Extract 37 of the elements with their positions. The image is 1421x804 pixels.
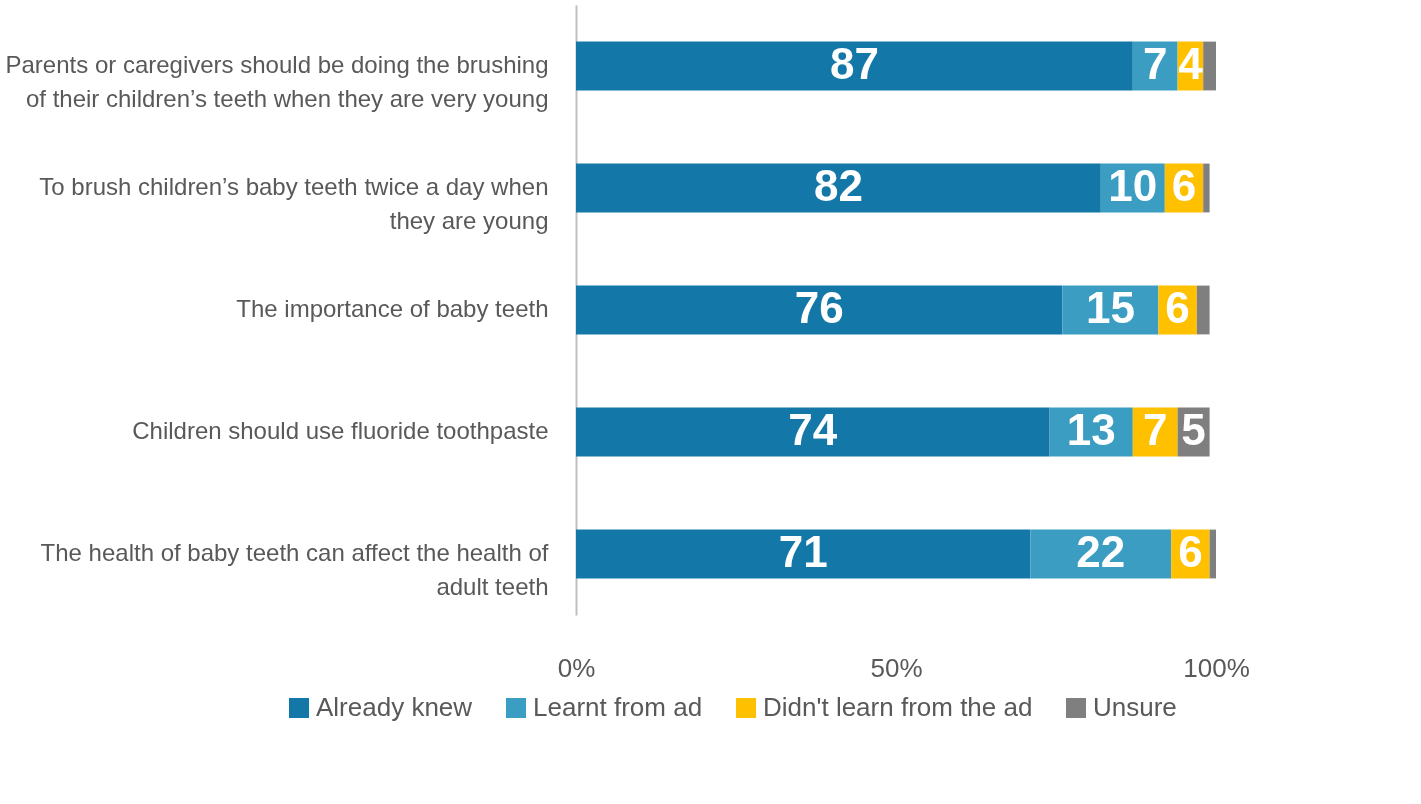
data-label: 10 bbox=[1108, 161, 1158, 210]
data-label: 13 bbox=[1066, 405, 1116, 454]
y-tick-label: The importance of baby teeth bbox=[236, 295, 549, 322]
data-label: 22 bbox=[1076, 527, 1126, 576]
y-tick-label: The health of baby teeth can affect the health of adult teeth bbox=[40, 539, 549, 600]
data-label: 6 bbox=[1178, 527, 1203, 576]
data-label: 7 bbox=[1142, 39, 1168, 88]
data-label: 6 bbox=[1165, 283, 1190, 332]
data-label: 4 bbox=[1178, 39, 1204, 88]
bar bbox=[576, 285, 1063, 335]
legend-label: Didn't learn from the ad bbox=[763, 692, 1033, 722]
data-label: 76 bbox=[794, 283, 844, 332]
bar bbox=[576, 41, 1133, 91]
data-label: 82 bbox=[813, 161, 863, 210]
bar bbox=[1209, 529, 1216, 579]
data-label: 74 bbox=[788, 405, 838, 454]
y-tick-label: Children should use fluoride toothpaste bbox=[132, 417, 549, 444]
y-tick-label: Parents or caregivers should be doing the brushing of their children’s teeth when they are very young bbox=[5, 51, 549, 112]
y-tick-label: To brush children’s baby teeth twice a day when they are young bbox=[39, 173, 549, 234]
bar bbox=[576, 407, 1050, 457]
data-label: 6 bbox=[1171, 161, 1197, 210]
legend-label: Learnt from ad bbox=[533, 692, 703, 722]
bar bbox=[576, 163, 1101, 213]
bar bbox=[1196, 285, 1210, 335]
legend-label: Unsure bbox=[1093, 692, 1177, 722]
data-label: 15 bbox=[1085, 283, 1135, 332]
x-tick-label: 100% bbox=[1183, 652, 1250, 683]
data-label: 5 bbox=[1181, 405, 1206, 454]
data-label: 7 bbox=[1142, 405, 1168, 454]
legend-label: Already knew bbox=[316, 692, 473, 722]
bar bbox=[1203, 41, 1216, 91]
x-tick-label: 50% bbox=[870, 652, 923, 683]
x-tick-label: 0% bbox=[557, 652, 596, 683]
bar bbox=[1203, 163, 1210, 213]
data-label: 87 bbox=[829, 39, 879, 88]
data-label: 71 bbox=[778, 527, 828, 576]
bar bbox=[576, 529, 1031, 579]
